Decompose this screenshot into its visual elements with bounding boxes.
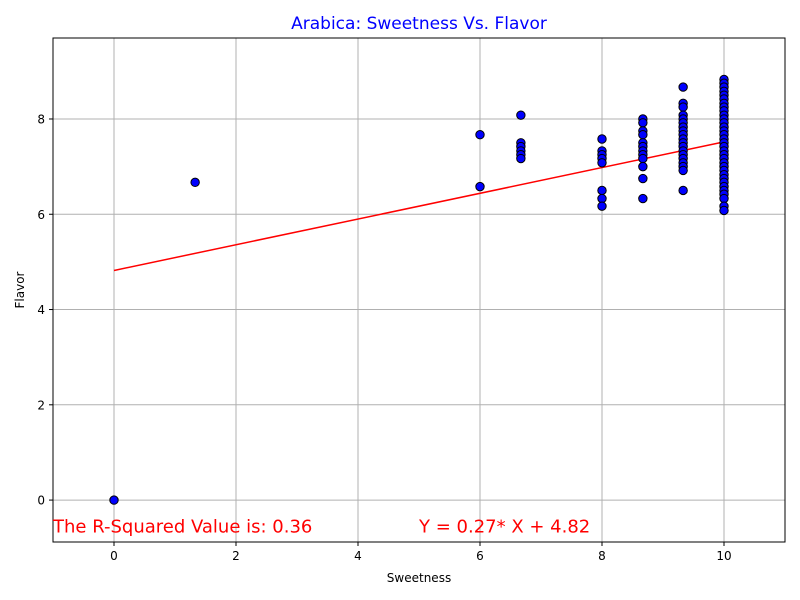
data-point bbox=[516, 110, 526, 120]
data-point bbox=[678, 165, 688, 176]
x-axis-label: Sweetness bbox=[387, 571, 451, 585]
x-tick-label: 0 bbox=[110, 549, 118, 563]
y-tick-label: 4 bbox=[37, 303, 45, 317]
y-tick-label: 0 bbox=[37, 494, 45, 508]
data-point bbox=[516, 153, 526, 164]
data-point bbox=[475, 181, 485, 192]
data-point bbox=[638, 193, 648, 204]
data-point bbox=[638, 161, 648, 172]
data-point bbox=[475, 130, 485, 140]
x-tick-label: 2 bbox=[232, 549, 240, 563]
data-point bbox=[190, 177, 200, 188]
regression-line bbox=[113, 141, 725, 272]
y-tick-label: 6 bbox=[37, 208, 45, 222]
data-point bbox=[597, 134, 607, 144]
axis-ticks: 0 2 4 6 8 10 0 2 4 6 8 bbox=[37, 112, 731, 563]
regression-layer bbox=[113, 141, 725, 272]
grid-lines bbox=[53, 38, 785, 542]
data-point bbox=[638, 130, 648, 140]
x-tick-label: 4 bbox=[354, 549, 362, 563]
x-tick-label: 6 bbox=[476, 549, 484, 563]
data-points bbox=[109, 74, 729, 505]
data-point bbox=[109, 495, 119, 505]
data-point bbox=[678, 185, 688, 196]
chart-title: Arabica: Sweetness Vs. Flavor bbox=[291, 14, 547, 34]
data-point bbox=[597, 201, 607, 211]
data-point bbox=[638, 153, 648, 164]
annotations: The R-Squared Value is: 0.36 Y = 0.27* X … bbox=[52, 516, 590, 537]
data-point bbox=[678, 82, 688, 92]
y-tick-label: 2 bbox=[37, 398, 45, 412]
data-point bbox=[638, 118, 648, 128]
data-point bbox=[597, 158, 607, 168]
data-point bbox=[638, 173, 648, 184]
x-tick-label: 10 bbox=[716, 549, 731, 563]
x-tick-label: 8 bbox=[598, 549, 606, 563]
plot-area-frame bbox=[52, 37, 786, 543]
annotation-text: Y = 0.27* X + 4.82 bbox=[418, 516, 590, 537]
annotation-text: The R-Squared Value is: 0.36 bbox=[52, 516, 312, 537]
y-axis-label: Flavor bbox=[13, 271, 27, 308]
data-point bbox=[597, 185, 607, 196]
data-point bbox=[678, 102, 688, 112]
y-tick-label: 8 bbox=[37, 112, 45, 126]
data-point bbox=[719, 205, 729, 216]
